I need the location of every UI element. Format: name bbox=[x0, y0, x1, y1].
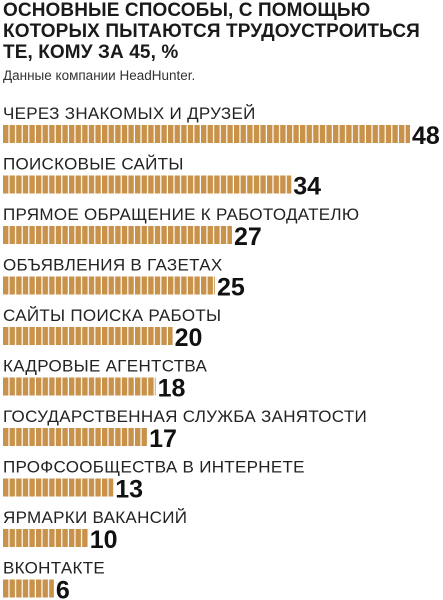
bar bbox=[3, 276, 215, 295]
chart-title: ОСНОВНЫЕ СПОСОБЫ, С ПОМОЩЬЮ КОТОРЫХ ПЫТА… bbox=[3, 0, 420, 63]
value-label: 20 bbox=[175, 324, 203, 352]
bar bbox=[3, 175, 292, 194]
value-label: 10 bbox=[90, 526, 118, 554]
category-label: ПОИСКОВЫЕ САЙТЫ bbox=[3, 155, 184, 174]
value-label: 48 bbox=[412, 122, 440, 150]
value-label: 6 bbox=[56, 577, 70, 600]
value-label: 13 bbox=[115, 476, 143, 504]
category-label: ПРЯМОЕ ОБРАЩЕНИЕ К РАБОТОДАТЕЛЮ bbox=[3, 205, 359, 224]
category-label: ОБЪЯВЛЕНИЯ В ГАЗЕТАХ bbox=[3, 256, 223, 275]
category-label: ЯРМАРКИ ВАКАНСИЙ bbox=[3, 508, 187, 527]
value-label: 34 bbox=[293, 173, 321, 201]
category-label: КАДРОВЫЕ АГЕНТСТВА bbox=[3, 357, 207, 376]
bar bbox=[3, 478, 114, 497]
bar bbox=[3, 327, 173, 345]
bar bbox=[3, 428, 148, 446]
value-label: 18 bbox=[158, 375, 186, 403]
value-label: 17 bbox=[149, 425, 177, 453]
value-label: 25 bbox=[217, 274, 245, 302]
bar bbox=[3, 226, 232, 244]
bar bbox=[3, 125, 410, 143]
category-label: ЧЕРЕЗ ЗНАКОМЫХ И ДРУЗЕЙ bbox=[3, 104, 256, 123]
bar bbox=[3, 377, 156, 396]
category-label: ГОСУДАРСТВЕННАЯ СЛУЖБА ЗАНЯТОСТИ bbox=[3, 407, 367, 426]
category-label: ПРОФСООБЩЕСТВА В ИНТЕРНЕТЕ bbox=[3, 458, 305, 477]
bar bbox=[3, 579, 54, 598]
category-label: ВКОНТАКТЕ bbox=[3, 559, 105, 578]
chart-subtitle: Данные компании HeadHunter. bbox=[3, 68, 196, 83]
value-label: 27 bbox=[234, 223, 262, 251]
category-label: САЙТЫ ПОИСКА РАБОТЫ bbox=[3, 306, 221, 325]
bar bbox=[3, 529, 88, 547]
